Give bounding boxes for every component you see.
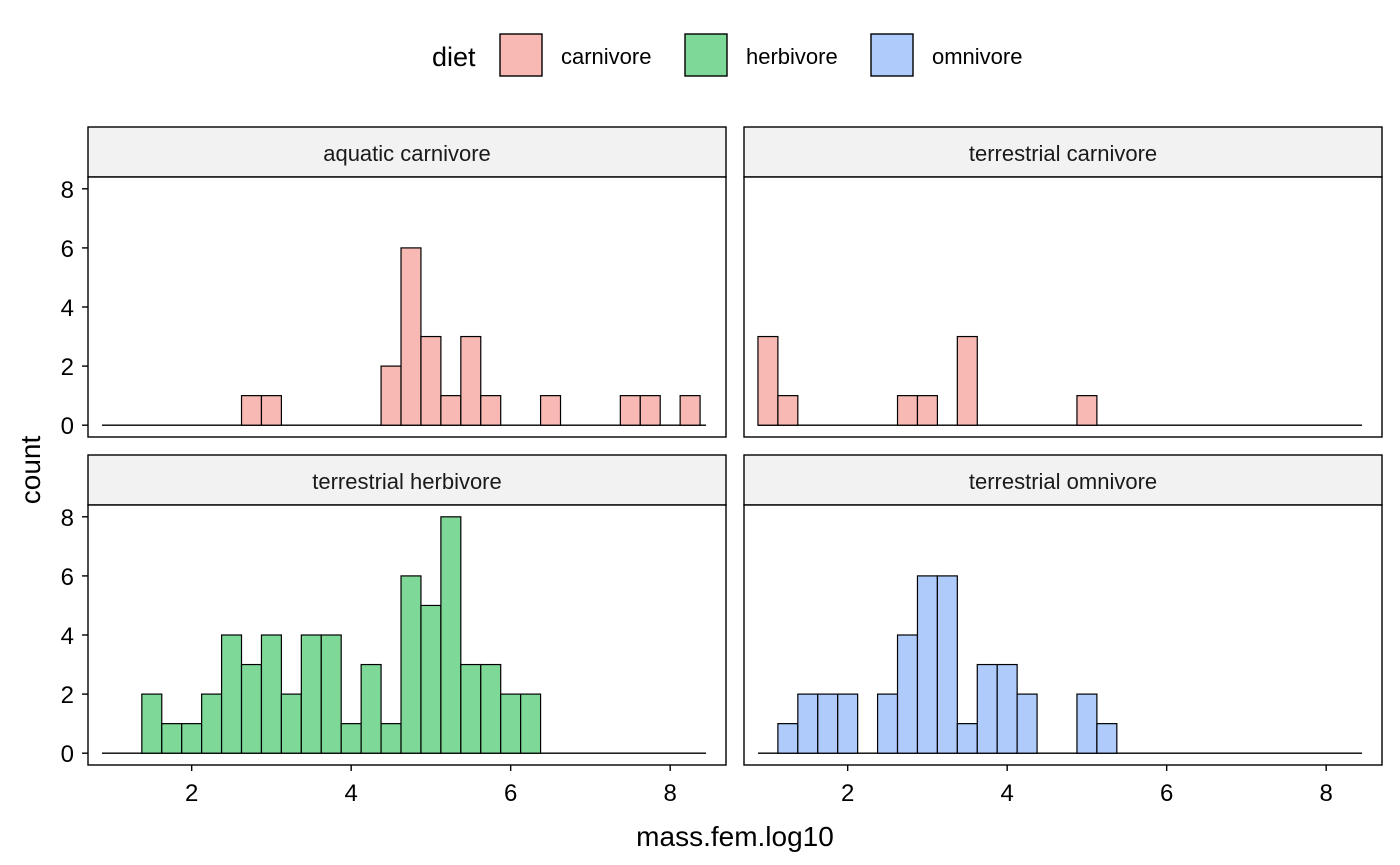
facet-strip [743,126,1383,178]
histogram-bar [260,395,282,426]
histogram-bar [220,634,243,754]
panel-aquatic-carnivore: aquatic carnivore 0 2 4 6 8 [61,126,727,440]
y-tick-label: 8 [61,505,74,532]
x-tick-label: 6 [504,780,517,807]
y-tick-label: 0 [61,413,74,440]
facet-strip [743,454,1383,506]
histogram-bar [639,395,661,426]
histogram-bar [181,723,203,754]
histogram-bar [1076,395,1098,426]
legend-label-carnivore: carnivore [561,44,651,69]
x-tick-label: 8 [663,780,676,807]
histogram-bar [837,693,859,754]
legend: diet carnivore herbivore omnivore [432,33,1022,77]
histogram-bar [777,395,799,426]
histogram-bar [420,335,442,426]
histogram-bar [876,693,899,754]
panel-terrestrial-carnivore: terrestrial carnivore [743,126,1383,438]
histogram-bar [360,663,382,754]
facet-strip [87,126,727,178]
histogram-bar [916,395,938,426]
legend-label-herbivore: herbivore [746,44,838,69]
histogram-bar [400,575,422,754]
histogram-bar [161,723,183,754]
facet-strip-label: aquatic carnivore [323,141,491,166]
y-tick-label: 6 [61,564,74,591]
histogram-bar [340,723,362,754]
y-tick-label: 8 [61,177,74,204]
histogram-bar [1016,693,1038,754]
facet-panels: aquatic carnivore 0 2 4 6 8 terrestrial carniv… [61,126,1383,807]
y-tick-label: 2 [61,354,74,381]
x-axis-label: mass.fem.log10 [636,821,834,852]
histogram-bar [380,365,402,426]
histogram-bar [240,395,263,426]
histogram-bar [817,693,839,754]
x-tick-label: 2 [841,780,854,807]
histogram-bar [520,693,542,754]
histogram-bar [320,634,342,754]
histogram-bar [956,723,978,754]
panel-border [743,176,1383,438]
histogram-bar [896,395,919,426]
y-tick-label: 4 [61,295,74,322]
histogram-bar [956,335,978,426]
facet-strip-label: terrestrial omnivore [969,469,1157,494]
histogram-bar [480,395,502,426]
y-tick-label: 0 [61,741,74,768]
y-tick-label: 2 [61,682,74,709]
x-tick-label: 4 [344,780,357,807]
legend-title: diet [432,42,476,72]
histogram-bar [280,693,302,754]
legend-key-carnivore [499,33,543,77]
panel-terrestrial-herbivore: terrestrial herbivore 0 2 4 6 8 2 4 6 8 [61,454,727,807]
x-tick-label: 6 [1160,780,1173,807]
histogram-bar [1096,723,1118,754]
histogram-bar [380,723,402,754]
histogram-bar [400,247,422,426]
facet-strip-label: terrestrial carnivore [969,141,1157,166]
histogram-bar [976,663,998,754]
y-axis-label: count [15,436,46,505]
legend-key-herbivore [684,33,728,77]
histogram-bar [757,335,779,426]
histogram-bar [500,693,522,754]
histogram-bar [996,663,1018,754]
x-tick-label: 4 [1000,780,1013,807]
histogram-bar [260,634,282,754]
histogram-bar [460,335,482,426]
histogram-bar [797,693,819,754]
facet-strip-label: terrestrial herbivore [312,469,502,494]
histogram-bar [460,663,482,754]
histogram-bar [141,693,163,754]
histogram-bar [201,693,223,754]
histogram-bar [936,575,958,754]
histogram-bar [480,663,502,754]
histogram-bar [619,395,641,426]
histogram-bar [240,663,263,754]
histogram-bar [420,604,442,754]
legend-key-omnivore [870,33,914,77]
histogram-bar [916,575,938,754]
histogram-bar [539,395,562,426]
histogram-bar [300,634,322,754]
legend-label-omnivore: omnivore [932,44,1022,69]
y-tick-label: 6 [61,236,74,263]
histogram-bar [777,723,799,754]
x-tick-label: 8 [1319,780,1332,807]
histogram-bar [440,395,462,426]
histogram-bar [896,634,919,754]
histogram-bar [1076,693,1098,754]
histogram-bar [440,516,462,754]
y-tick-label: 4 [61,623,74,650]
facet-strip [87,454,727,506]
panel-terrestrial-omnivore: terrestrial omnivore 2 4 6 8 [743,454,1383,807]
x-tick-label: 2 [185,780,198,807]
histogram-bar [679,395,701,426]
